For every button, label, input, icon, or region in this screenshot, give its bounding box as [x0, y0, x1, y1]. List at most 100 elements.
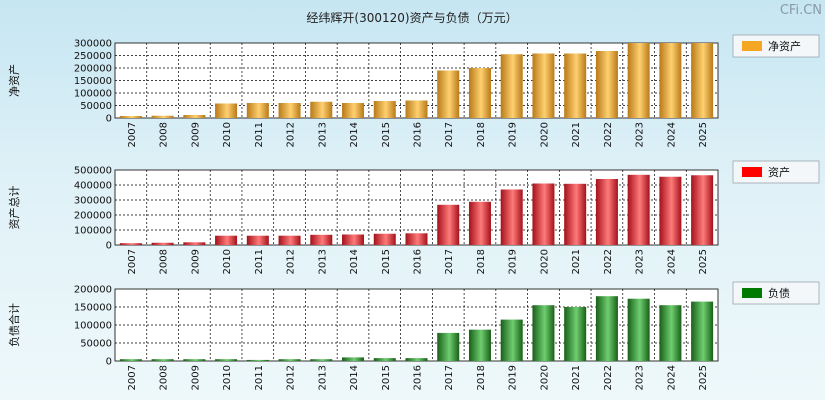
y-tick-label: 100000 [74, 226, 112, 237]
y-tick-label: 250000 [74, 51, 112, 62]
legend-swatch [742, 167, 762, 177]
bar-net-assets-2021 [564, 53, 587, 118]
x-tick-label: 2021 [571, 365, 582, 390]
x-tick-label: 2019 [508, 249, 519, 274]
bar-liabilities-2023 [627, 298, 650, 361]
y-tick-label: 0 [106, 114, 112, 125]
x-tick-label: 2009 [190, 365, 201, 390]
bar-net-assets-2016 [405, 100, 428, 118]
legend-swatch [742, 288, 762, 298]
bar-total-assets-2025 [691, 175, 714, 245]
y-tick-label: 150000 [74, 303, 112, 314]
bar-liabilities-2022 [595, 296, 618, 361]
y-axis-label: 资产总计 [7, 186, 21, 230]
legend-swatch [742, 41, 762, 51]
y-tick-label: 150000 [74, 76, 112, 87]
legend-net-assets: 净资产 [732, 34, 820, 58]
x-tick-label: 2019 [508, 122, 519, 147]
x-tick-label: 2020 [539, 249, 550, 274]
x-tick-label: 2019 [508, 365, 519, 390]
x-tick-label: 2015 [381, 365, 392, 390]
y-tick-label: 300000 [74, 39, 112, 50]
y-tick-label: 200000 [74, 64, 112, 75]
x-tick-label: 2015 [381, 249, 392, 274]
x-tick-label: 2017 [444, 249, 455, 274]
watermark: CFi.CN [780, 3, 822, 18]
x-tick-label: 2009 [190, 122, 201, 147]
bar-net-assets-2024 [659, 43, 682, 118]
bar-total-assets-2015 [373, 233, 396, 245]
bar-net-assets-2022 [595, 51, 618, 118]
x-tick-label: 2010 [222, 122, 233, 147]
x-tick-label: 2010 [222, 365, 233, 390]
bar-net-assets-2011 [246, 103, 269, 118]
x-tick-label: 2024 [666, 249, 677, 274]
bar-total-assets-2016 [405, 233, 428, 245]
bar-total-assets-2008 [151, 242, 174, 245]
bar-net-assets-2013 [310, 101, 333, 118]
x-tick-label: 2012 [286, 365, 297, 390]
x-tick-label: 2021 [571, 122, 582, 147]
bar-total-assets-2007 [119, 243, 142, 245]
bar-total-assets-2017 [437, 204, 460, 245]
y-tick-label: 50000 [80, 339, 112, 350]
bar-liabilities-2010 [215, 359, 238, 361]
x-tick-label: 2022 [603, 365, 614, 390]
x-tick-label: 2023 [635, 365, 646, 390]
bar-net-assets-2012 [278, 103, 301, 118]
bar-total-assets-2024 [659, 176, 682, 245]
x-tick-label: 2014 [349, 249, 360, 274]
bar-total-assets-2021 [564, 183, 587, 245]
x-tick-label: 2007 [127, 365, 138, 390]
bar-net-assets-2008 [151, 115, 174, 118]
chart-title: 经纬辉开(300120)资产与负债（万元） [306, 11, 517, 25]
bar-total-assets-2010 [215, 235, 238, 245]
x-tick-label: 2008 [159, 249, 170, 274]
x-tick-label: 2020 [539, 122, 550, 147]
bar-net-assets-2009 [183, 115, 206, 118]
bar-liabilities-2008 [151, 359, 174, 361]
legend-label: 净资产 [768, 39, 801, 53]
bar-net-assets-2015 [373, 101, 396, 118]
bar-net-assets-2014 [342, 103, 365, 118]
bar-liabilities-2015 [373, 358, 396, 361]
panel-total-assets: 0 100000 200000 300000 400000 500000 2007 2008 2… [7, 160, 820, 274]
bar-liabilities-2007 [119, 359, 142, 361]
bar-liabilities-2021 [564, 307, 587, 361]
x-tick-label: 2021 [571, 249, 582, 274]
x-tick-label: 2025 [698, 249, 709, 274]
x-tick-label: 2024 [666, 122, 677, 147]
y-axis-label: 负债合计 [7, 303, 21, 347]
bar-total-assets-2022 [595, 179, 618, 245]
y-tick-label: 500000 [74, 166, 112, 177]
bar-liabilities-2019 [500, 319, 523, 361]
bar-net-assets-2019 [500, 54, 523, 118]
legend-box [732, 34, 820, 58]
bar-liabilities-2024 [659, 305, 682, 361]
x-tick-label: 2013 [317, 365, 328, 390]
bar-net-assets-2017 [437, 70, 460, 118]
y-tick-label: 400000 [74, 181, 112, 192]
x-tick-label: 2016 [413, 122, 424, 147]
bar-total-assets-2018 [468, 201, 491, 245]
y-axis-label: 净资产 [7, 64, 21, 97]
x-tick-label: 2014 [349, 122, 360, 147]
bar-total-assets-2013 [310, 234, 333, 245]
bar-liabilities-2012 [278, 359, 301, 361]
y-tick-label: 0 [106, 357, 112, 368]
bar-total-assets-2019 [500, 189, 523, 245]
x-tick-label: 2013 [317, 122, 328, 147]
bar-total-assets-2011 [246, 235, 269, 245]
bar-total-assets-2020 [532, 183, 555, 245]
x-tick-label: 2012 [286, 122, 297, 147]
bar-liabilities-2013 [310, 359, 333, 361]
x-tick-label: 2020 [539, 365, 550, 390]
y-tick-label: 50000 [80, 101, 112, 112]
x-tick-label: 2011 [254, 249, 265, 274]
x-tick-label: 2012 [286, 249, 297, 274]
legend-label: 资产 [768, 165, 790, 179]
bar-liabilities-2009 [183, 359, 206, 361]
x-tick-label: 2018 [476, 249, 487, 274]
y-tick-label: 100000 [74, 89, 112, 100]
